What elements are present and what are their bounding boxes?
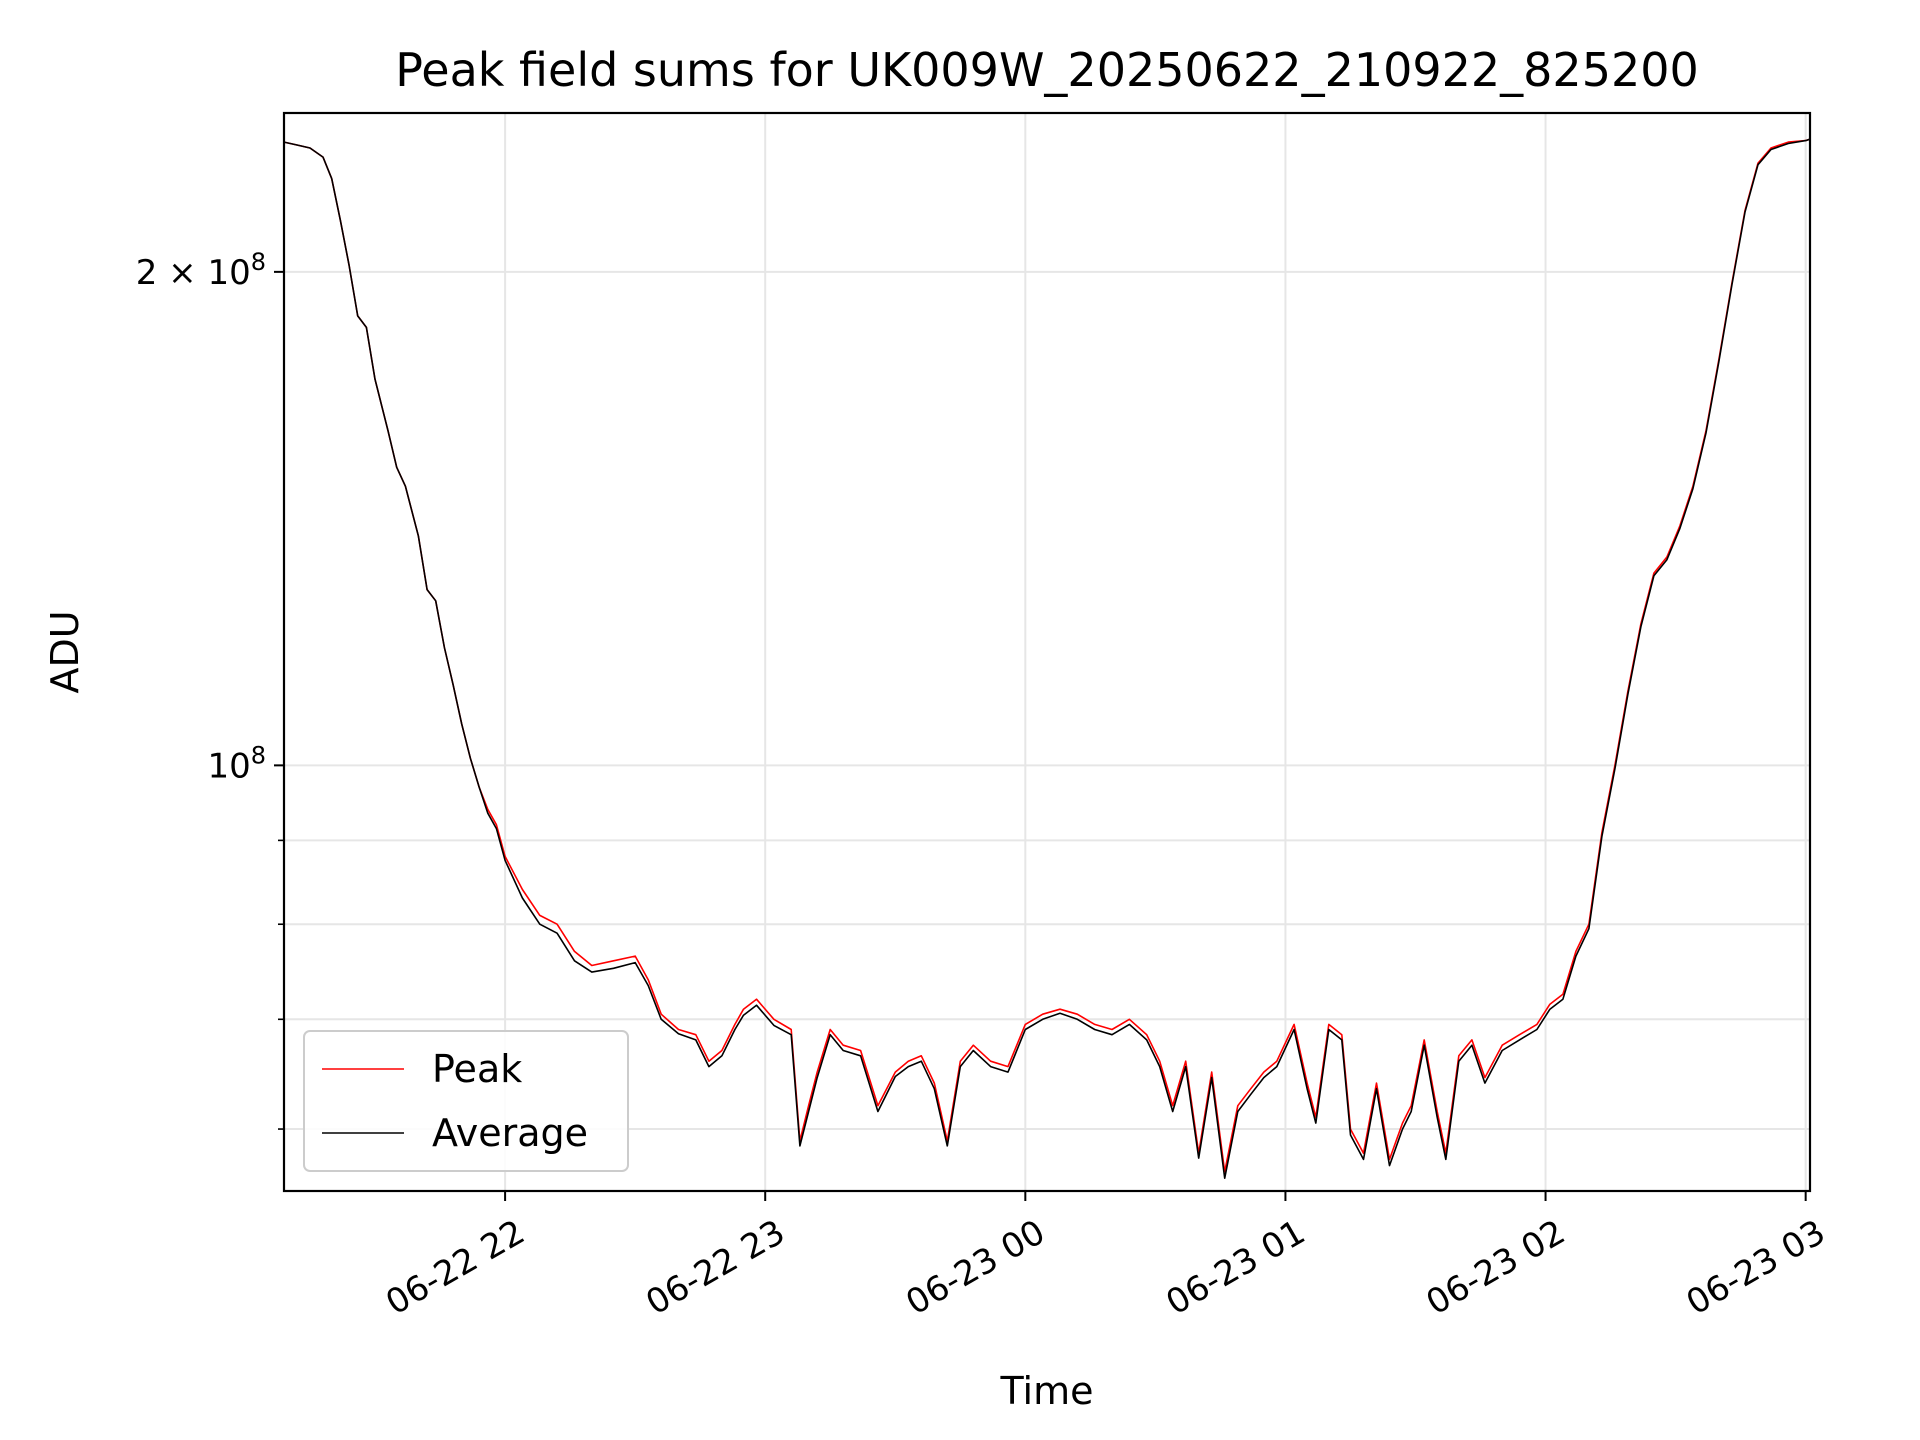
plot-frame xyxy=(282,111,1812,1193)
legend: Peak Average xyxy=(303,1030,629,1172)
y-tick-label: 2 × 108 xyxy=(136,248,266,293)
y-tick-label: 108 xyxy=(207,741,266,786)
legend-label-average: Average xyxy=(432,1111,588,1155)
grid xyxy=(284,113,1810,1191)
x-axis-label: Time xyxy=(1000,1369,1094,1413)
legend-label-peak: Peak xyxy=(432,1047,522,1091)
series-line-average xyxy=(284,138,1810,1179)
y-axis-label: ADU xyxy=(43,610,87,693)
legend-box xyxy=(303,1030,629,1172)
chart-title: Peak field sums for UK009W_20250622_2109… xyxy=(395,43,1699,97)
series-lines xyxy=(284,138,1810,1179)
